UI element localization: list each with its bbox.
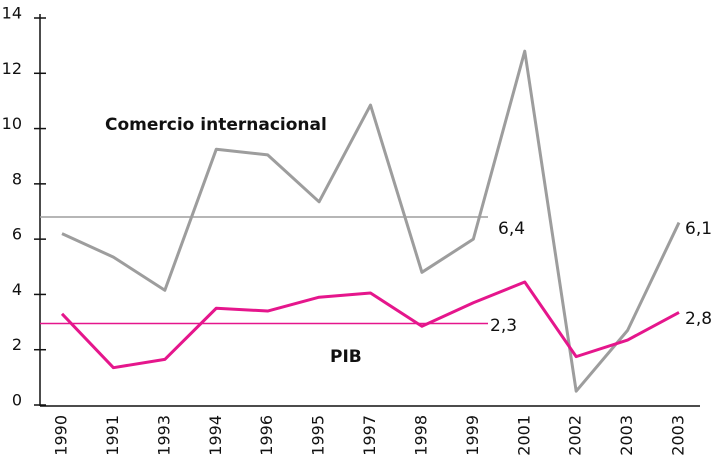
series-line — [61, 49, 681, 393]
y-tick-label: 8 — [12, 169, 22, 188]
annotation: 6,1 — [685, 219, 712, 239]
y-tick-label: 10 — [2, 114, 22, 133]
annotation: 6,4 — [498, 219, 525, 239]
x-tick-label: 1991 — [103, 415, 122, 456]
x-tick-label: 2001 — [514, 415, 533, 456]
series-line — [60, 280, 680, 370]
y-tick-label: 6 — [12, 225, 22, 244]
annotation: 2,8 — [685, 309, 712, 329]
series-label: PIB — [330, 347, 362, 367]
y-tick-label: 14 — [2, 4, 22, 23]
x-tick-label: 1998 — [411, 415, 430, 456]
x-tick-label: 1993 — [154, 415, 173, 456]
x-tick-label: 1999 — [463, 415, 482, 456]
annotation: 2,3 — [490, 316, 517, 336]
y-tick-label: 12 — [2, 59, 22, 78]
x-tick-label: 1997 — [360, 415, 379, 456]
x-tick-label: 1990 — [52, 415, 71, 456]
x-tick-label: 1996 — [257, 415, 276, 456]
x-tick-label: 2003 — [669, 415, 688, 456]
y-tick-label: 0 — [12, 391, 22, 410]
y-tick-label: 4 — [12, 280, 22, 299]
y-tick-label: 2 — [12, 335, 22, 354]
x-tick-label: 1994 — [206, 415, 225, 456]
x-tick-label: 2003 — [617, 415, 636, 456]
x-tick-label: 1995 — [309, 415, 328, 456]
x-tick-label: 2002 — [566, 415, 585, 456]
series-label: Comercio internacional — [105, 115, 327, 135]
